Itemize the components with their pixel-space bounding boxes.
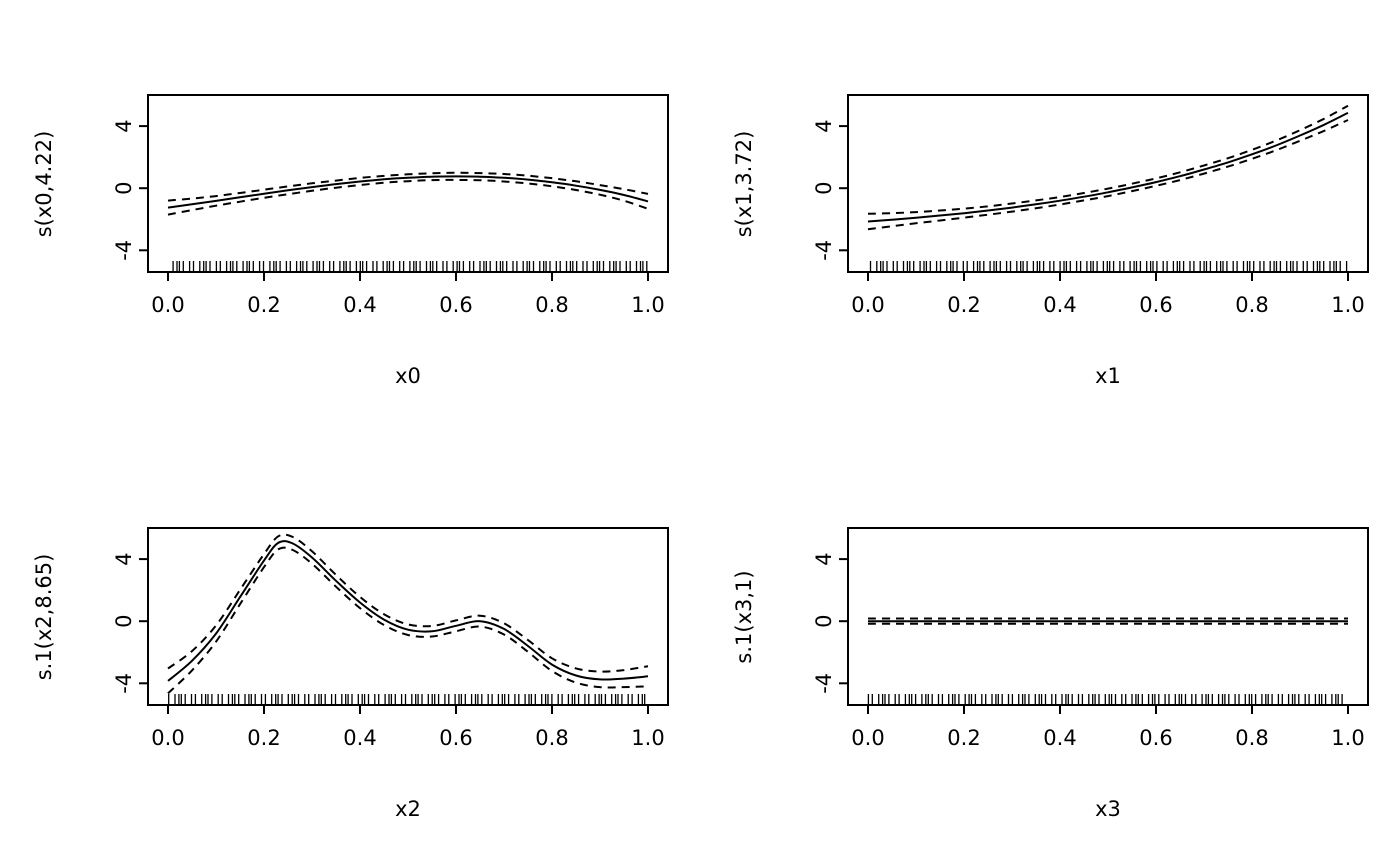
svg-text:1.0: 1.0 (1331, 726, 1364, 750)
x-axis-label-x3: x3 (1095, 797, 1121, 821)
svg-text:0.2: 0.2 (247, 293, 280, 317)
svg-text:0.4: 0.4 (343, 293, 376, 317)
x-axis-label-x2: x2 (395, 797, 421, 821)
svg-text:4: 4 (812, 552, 836, 565)
svg-text:0.8: 0.8 (1235, 293, 1268, 317)
svg-text:-4: -4 (112, 240, 136, 261)
svg-text:0.4: 0.4 (1043, 726, 1076, 750)
svg-text:0.6: 0.6 (1139, 726, 1172, 750)
svg-text:0: 0 (812, 615, 836, 628)
svg-text:0.0: 0.0 (151, 293, 184, 317)
y-axis-label-x0: s(x0,4.22) (32, 130, 56, 238)
svg-text:0: 0 (112, 182, 136, 195)
svg-text:0.6: 0.6 (439, 726, 472, 750)
svg-text:0.4: 0.4 (1043, 293, 1076, 317)
svg-text:1.0: 1.0 (631, 726, 664, 750)
y-axis-label-x3: s.1(x3,1) (732, 570, 756, 664)
plot-area-x2: 0.0 0.2 0.4 0.6 0.8 1.0 -4 0 4 (112, 527, 669, 750)
svg-text:0.2: 0.2 (947, 726, 980, 750)
svg-text:4: 4 (112, 552, 136, 565)
svg-text:0.4: 0.4 (343, 726, 376, 750)
svg-text:-4: -4 (812, 240, 836, 261)
svg-text:0.0: 0.0 (851, 726, 884, 750)
panel-x2: 0.0 0.2 0.4 0.6 0.8 1.0 -4 0 4 s.1(x2,8.65) x2 (0, 433, 700, 866)
plot-area-x3: 0.0 0.2 0.4 0.6 0.8 1.0 -4 0 4 (812, 527, 1369, 750)
svg-text:1.0: 1.0 (1331, 293, 1364, 317)
svg-text:0.0: 0.0 (851, 293, 884, 317)
panel-x3: 0.0 0.2 0.4 0.6 0.8 1.0 -4 0 4 s.1(x3,1) x3 (700, 433, 1400, 866)
panel-x0: 0.0 0.2 0.4 0.6 0.8 1.0 -4 0 4 s(x0,4.22) x0 (0, 0, 700, 433)
panel-x1: 0.0 0.2 0.4 0.6 0.8 1.0 -4 0 4 s(x1,3.72) x1 (700, 0, 1400, 433)
svg-text:0.8: 0.8 (535, 726, 568, 750)
svg-text:1.0: 1.0 (631, 293, 664, 317)
svg-text:0.0: 0.0 (151, 726, 184, 750)
svg-text:0.8: 0.8 (535, 293, 568, 317)
svg-text:4: 4 (112, 119, 136, 132)
svg-text:-4: -4 (112, 673, 136, 694)
y-axis-label-x1: s(x1,3.72) (732, 130, 756, 238)
svg-text:0.2: 0.2 (947, 293, 980, 317)
x-axis-label-x0: x0 (395, 364, 421, 388)
svg-text:0: 0 (812, 182, 836, 195)
y-axis-label-x2: s.1(x2,8.65) (32, 553, 56, 681)
svg-text:4: 4 (812, 119, 836, 132)
svg-text:0.2: 0.2 (247, 726, 280, 750)
svg-text:0.8: 0.8 (1235, 726, 1268, 750)
plot-area-x0: 0.0 0.2 0.4 0.6 0.8 1.0 -4 0 4 (112, 94, 669, 317)
svg-text:0.6: 0.6 (1139, 293, 1172, 317)
plot-area-x1: 0.0 0.2 0.4 0.6 0.8 1.0 -4 0 4 (812, 94, 1369, 317)
svg-text:-4: -4 (812, 673, 836, 694)
svg-text:0: 0 (112, 615, 136, 628)
x-axis-label-x1: x1 (1095, 364, 1121, 388)
svg-text:0.6: 0.6 (439, 293, 472, 317)
